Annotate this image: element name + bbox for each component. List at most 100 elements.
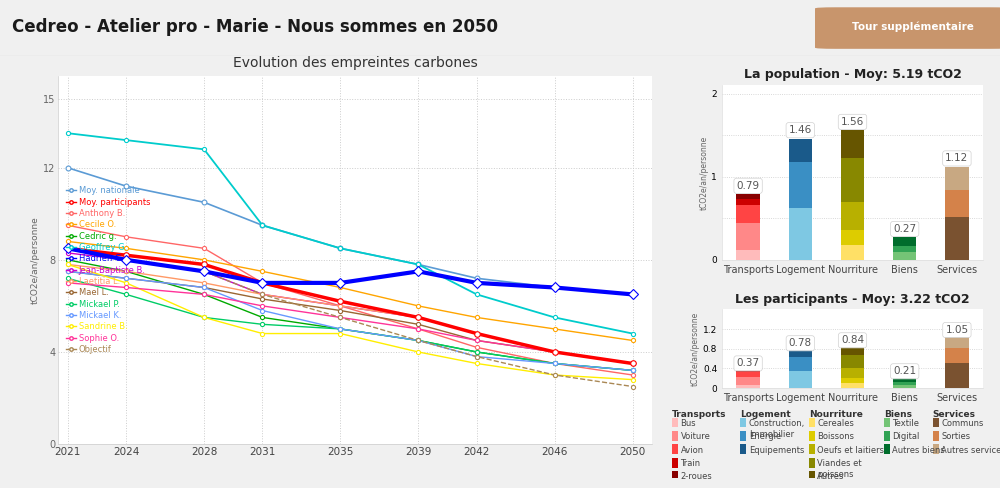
Bar — [740, 418, 746, 427]
Text: 1.56: 1.56 — [841, 117, 864, 127]
Text: Autres biens: Autres biens — [892, 446, 945, 454]
Bar — [841, 159, 864, 202]
Text: Bus: Bus — [680, 419, 696, 427]
Bar — [736, 372, 760, 377]
Bar — [945, 190, 969, 217]
Bar — [809, 418, 815, 427]
Bar — [789, 371, 812, 388]
Bar — [945, 363, 969, 388]
Text: 1.46: 1.46 — [789, 125, 812, 135]
Legend: Moy. nationale, Moy. participants, Anthony B., Cecile O., Cedric g., Geoffrey G.: Moy. nationale, Moy. participants, Antho… — [62, 183, 154, 357]
Bar — [789, 357, 812, 371]
Bar — [841, 245, 864, 260]
Bar — [809, 471, 815, 481]
Bar — [884, 431, 890, 441]
Text: Transports: Transports — [672, 410, 726, 419]
Text: 0.21: 0.21 — [893, 366, 916, 376]
Bar — [884, 445, 890, 454]
Text: Viandes et: Viandes et — [817, 459, 862, 468]
Bar — [933, 431, 939, 441]
Bar — [672, 471, 678, 481]
Text: Services: Services — [933, 410, 976, 419]
Bar — [945, 337, 969, 348]
Bar — [945, 348, 969, 363]
Text: Oeufs et laitiers: Oeufs et laitiers — [817, 446, 884, 454]
Text: 0.27: 0.27 — [893, 224, 916, 234]
Bar — [740, 445, 746, 454]
Bar — [884, 418, 890, 427]
FancyBboxPatch shape — [815, 7, 1000, 49]
Title: Les participants - Moy: 3.22 tCO2: Les participants - Moy: 3.22 tCO2 — [735, 292, 970, 305]
Text: Voiture: Voiture — [680, 432, 710, 441]
Text: Biens: Biens — [884, 410, 912, 419]
Bar — [933, 445, 939, 454]
Bar — [841, 347, 864, 355]
Bar — [672, 431, 678, 441]
Bar — [841, 383, 864, 388]
Bar — [945, 167, 969, 190]
Bar — [740, 431, 746, 441]
Bar — [789, 162, 812, 208]
Text: Equipements: Equipements — [749, 446, 804, 454]
Bar — [841, 202, 864, 230]
Y-axis label: tCO2e/an/personne: tCO2e/an/personne — [691, 312, 700, 386]
Bar — [736, 370, 760, 371]
Text: Cedreo - Atelier pro - Marie - Nous sommes en 2050: Cedreo - Atelier pro - Marie - Nous somm… — [12, 18, 498, 36]
Bar — [841, 130, 864, 159]
Text: Digital: Digital — [892, 432, 920, 441]
Bar — [841, 368, 864, 378]
Bar — [672, 458, 678, 468]
Text: 0.79: 0.79 — [737, 181, 760, 191]
Text: Construction,: Construction, — [749, 419, 805, 427]
Bar — [789, 350, 812, 357]
Bar — [893, 237, 916, 245]
Bar — [933, 418, 939, 427]
Text: Textile: Textile — [892, 419, 919, 427]
Bar — [809, 445, 815, 454]
Text: Immobilier: Immobilier — [749, 430, 794, 439]
Text: 0.84: 0.84 — [841, 335, 864, 346]
Bar — [893, 378, 916, 382]
Bar — [736, 199, 760, 205]
Text: Nourriture: Nourriture — [809, 410, 863, 419]
Bar — [841, 230, 864, 245]
Text: Logement: Logement — [740, 410, 791, 419]
Text: Autres services: Autres services — [941, 446, 1000, 454]
Y-axis label: tCO2e/an/personne: tCO2e/an/personne — [700, 135, 709, 210]
Text: 1.12: 1.12 — [945, 153, 969, 163]
Bar — [893, 382, 916, 385]
Text: Communs: Communs — [941, 419, 984, 427]
Bar — [893, 252, 916, 260]
Bar — [841, 355, 864, 368]
Text: Train: Train — [680, 459, 701, 468]
Bar — [672, 418, 678, 427]
Bar — [893, 245, 916, 252]
Bar — [789, 139, 812, 162]
Bar — [893, 385, 916, 388]
Title: La population - Moy: 5.19 tCO2: La population - Moy: 5.19 tCO2 — [744, 68, 961, 81]
Text: Boissons: Boissons — [817, 432, 854, 441]
Y-axis label: tCO2e/an/personne: tCO2e/an/personne — [31, 216, 40, 304]
Text: Cereales: Cereales — [817, 419, 854, 427]
Title: Evolution des empreintes carbones: Evolution des empreintes carbones — [233, 56, 477, 70]
Bar — [736, 385, 760, 388]
Bar — [945, 217, 969, 260]
Text: 2-roues: 2-roues — [680, 472, 712, 481]
Text: Autres: Autres — [817, 472, 845, 481]
Bar — [809, 431, 815, 441]
Text: 1.05: 1.05 — [945, 325, 968, 335]
Bar — [672, 445, 678, 454]
Text: Avion: Avion — [680, 446, 704, 454]
Bar — [841, 378, 864, 383]
Text: Sorties: Sorties — [941, 432, 970, 441]
Bar — [736, 250, 760, 260]
Text: 0.37: 0.37 — [737, 359, 760, 368]
Bar — [736, 194, 760, 199]
Bar — [736, 223, 760, 250]
Text: 0.78: 0.78 — [789, 338, 812, 348]
Bar — [736, 377, 760, 385]
Bar — [809, 458, 815, 468]
Text: Energie: Energie — [749, 432, 781, 441]
Bar — [736, 371, 760, 372]
Bar — [736, 205, 760, 223]
